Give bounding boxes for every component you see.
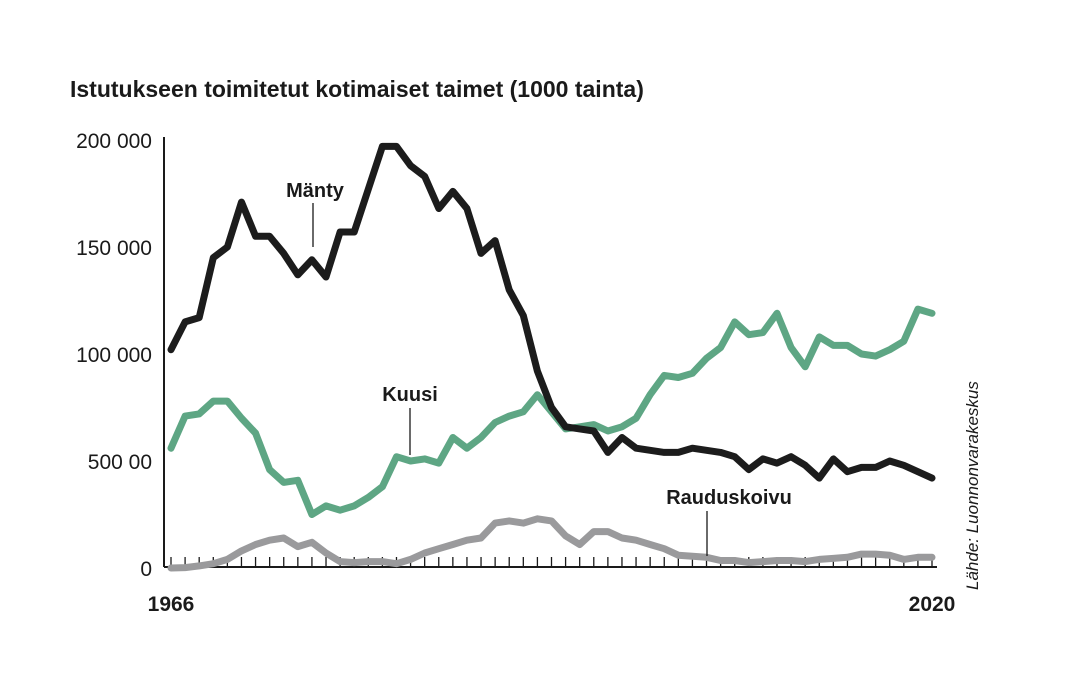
y-tick-label: 100 000 <box>76 344 152 367</box>
series-line-rauduskoivu <box>167 515 936 572</box>
source-label: Lähde: Luonnonvarakeskus <box>963 381 982 590</box>
y-tick-label: 0 <box>140 558 152 581</box>
x-tick-labels: 1966 2020 <box>148 593 956 616</box>
series-label-mänty: Mänty <box>286 180 345 202</box>
x-tick-label: 1966 <box>148 593 195 616</box>
series-line-mänty <box>167 142 936 482</box>
x-tick-label: 2020 <box>909 593 956 616</box>
y-tick-label: 200 000 <box>76 130 152 153</box>
series-label-rauduskoivu: Rauduskoivu <box>666 487 792 509</box>
y-tick-label: 500 00 <box>88 451 152 474</box>
series-label-kuusi: Kuusi <box>382 384 438 406</box>
series-layer <box>167 142 936 572</box>
chart-title: Istutukseen toimitetut kotimaiset taimet… <box>70 76 644 102</box>
y-tick-label: 150 000 <box>76 237 152 260</box>
y-tick-labels: 0 500 00 100 000 150 000 200 000 <box>76 130 152 581</box>
annotation-layer: Mänty Kuusi Rauduskoivu <box>286 180 792 556</box>
